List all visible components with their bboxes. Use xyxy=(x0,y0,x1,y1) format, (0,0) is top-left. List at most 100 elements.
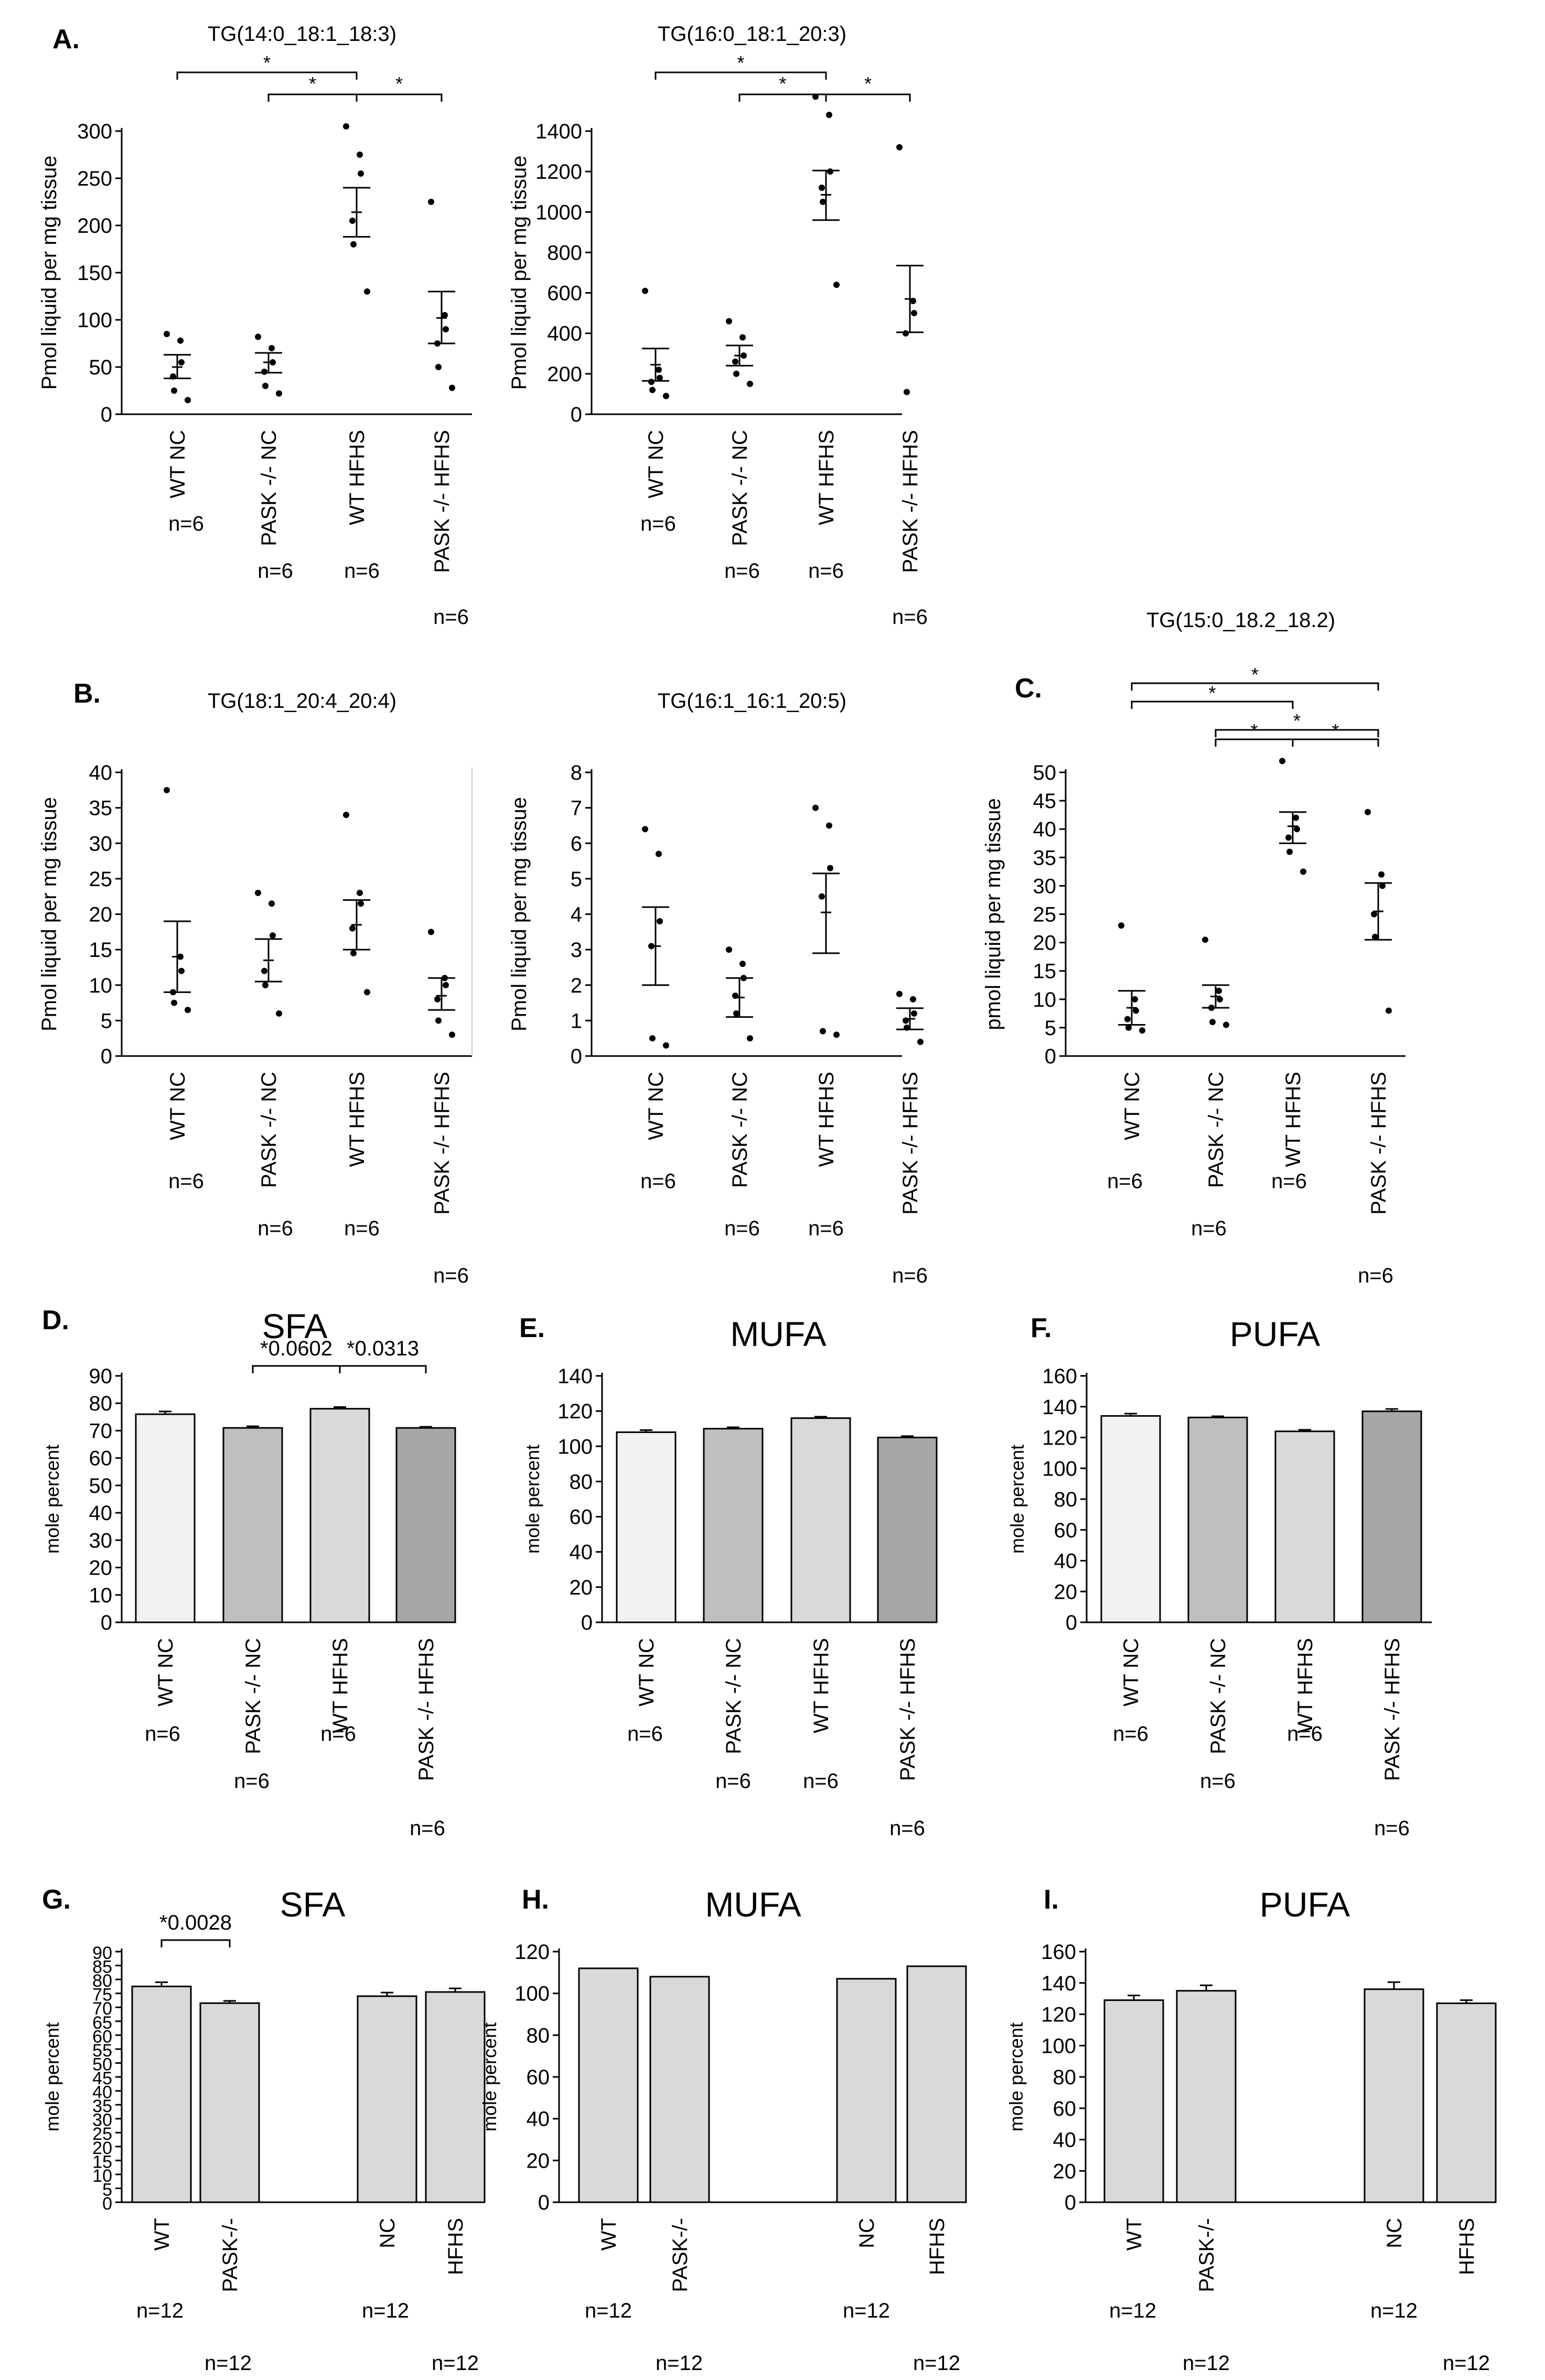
n-label: n=12 xyxy=(1183,2352,1230,2375)
y-axis-label: mole percent xyxy=(1005,2022,1027,2131)
data-point xyxy=(820,199,826,205)
data-point xyxy=(903,330,909,337)
x-category-label: WT HFHS xyxy=(346,430,369,525)
y-axis-label: Pmol liquid per mg tissue xyxy=(508,156,531,390)
n-label: n=6 xyxy=(1107,1170,1143,1193)
x-category-label: WT NC xyxy=(645,430,668,498)
x-category-label: PASK -/- HFHS xyxy=(1367,1072,1390,1215)
chart-title: TG(16:1_16:1_20:5) xyxy=(658,690,846,713)
panel-label: H. xyxy=(522,1884,549,1915)
data-point xyxy=(833,282,840,288)
bar xyxy=(309,1408,370,1623)
y-tick-label: 5 xyxy=(571,868,582,891)
y-tick-label: 20 xyxy=(92,2138,112,2158)
chart-panel-9: G. SFA 05101520253035404550556065707580859… xyxy=(41,1884,486,2375)
panel-label: B. xyxy=(73,679,101,709)
bar xyxy=(1176,1990,1237,2203)
x-category-label: WT xyxy=(151,2218,174,2250)
data-point xyxy=(1372,933,1378,940)
x-category-label: NC xyxy=(376,2218,399,2248)
bar xyxy=(578,1967,639,2203)
significance-bracket xyxy=(267,93,358,102)
chart-title: TG(18:1_20:4_20:4) xyxy=(208,690,396,713)
data-point xyxy=(1378,871,1385,878)
data-point xyxy=(910,996,916,1003)
n-label: n=6 xyxy=(1271,1170,1307,1193)
n-label: n=6 xyxy=(320,1722,356,1746)
n-label: n=12 xyxy=(362,2299,409,2322)
y-tick-label: 5 xyxy=(1045,1017,1056,1040)
data-point xyxy=(1124,1016,1131,1022)
chart-title: TG(15:0_18.2_18.2) xyxy=(1146,609,1335,632)
data-point xyxy=(171,999,177,1006)
data-point xyxy=(642,826,648,833)
data-point xyxy=(896,990,903,997)
n-label: n=6 xyxy=(724,1217,760,1240)
significance-label: * xyxy=(1250,720,1258,741)
data-point xyxy=(826,112,832,119)
significance-bracket xyxy=(825,93,911,102)
data-point xyxy=(276,1010,282,1017)
data-point xyxy=(343,812,349,819)
data-point xyxy=(1286,848,1293,855)
bar xyxy=(836,1978,897,2203)
chart-panel-5: C. TG(15:0_18.2_18.2) 0 5 10 15 20 25 30 35 40 45 50… xyxy=(982,609,1405,1287)
x-category-label: PASK -/- HFHS xyxy=(896,1638,919,1781)
data-point xyxy=(358,170,364,177)
n-label: n=12 xyxy=(843,2299,890,2322)
y-tick-label: 15 xyxy=(89,939,113,962)
y-tick-label: 160 xyxy=(1041,1941,1076,1964)
bar xyxy=(877,1437,938,1623)
bar xyxy=(135,1413,196,1623)
x-category-label: NC xyxy=(855,2218,878,2248)
n-label: n=6 xyxy=(892,606,928,629)
n-label: n=12 xyxy=(913,2352,960,2375)
bar xyxy=(1187,1416,1248,1623)
n-label: n=6 xyxy=(640,512,676,535)
data-point xyxy=(747,381,753,387)
n-label: n=12 xyxy=(1443,2352,1490,2375)
x-category-label: HFHS xyxy=(1455,2218,1478,2275)
chart-panel-3: B. TG(18:1_20:4_20:4) 0 5 10 15 20 25 30 35 40 Pmol… xyxy=(38,679,473,1287)
data-point xyxy=(1379,882,1386,889)
y-tick-label: 40 xyxy=(89,761,113,784)
x-category-label: PASK -/- NC xyxy=(258,430,281,546)
y-tick-label: 0 xyxy=(101,403,112,426)
y-tick-label: 20 xyxy=(1053,2160,1077,2183)
y-tick-label: 100 xyxy=(1042,1457,1077,1480)
significance-label: *0.0313 xyxy=(347,1337,419,1360)
data-point xyxy=(911,310,917,317)
data-point xyxy=(449,1031,455,1038)
data-point xyxy=(1371,911,1377,918)
significance-bracket xyxy=(176,71,358,80)
significance-label: * xyxy=(864,73,872,94)
y-tick-label: 30 xyxy=(1033,875,1057,898)
data-point xyxy=(1223,1021,1229,1028)
chart-panel-10: H. MUFA 0 20 40 60 80 100 120 mole percent WT n=12 P… xyxy=(479,1884,967,2375)
y-tick-label: 4 xyxy=(571,903,582,927)
n-label: n=6 xyxy=(234,1770,270,1793)
panel-label: F. xyxy=(1031,1313,1052,1343)
y-tick-label: 60 xyxy=(1054,1519,1078,1542)
n-label: n=6 xyxy=(344,1217,380,1240)
x-category-label: PASK -/- NC xyxy=(242,1638,265,1754)
y-tick-label: 60 xyxy=(92,2027,112,2047)
y-tick-label: 90 xyxy=(92,1943,112,1963)
x-category-label: PASK -/- NC xyxy=(728,430,752,546)
n-label: n=6 xyxy=(433,1264,469,1287)
y-tick-label: 100 xyxy=(1041,2034,1076,2058)
n-label: n=6 xyxy=(627,1722,663,1746)
data-point xyxy=(1279,758,1285,764)
x-category-label: WT HFHS xyxy=(815,1072,838,1167)
y-axis-label: Pmol liquid per mg tissue xyxy=(508,797,531,1031)
y-tick-label: 70 xyxy=(92,1999,112,2019)
y-tick-label: 250 xyxy=(77,167,112,190)
y-tick-label: 0 xyxy=(101,1045,112,1068)
data-point xyxy=(663,393,669,400)
n-label: n=12 xyxy=(1109,2299,1156,2322)
y-tick-label: 50 xyxy=(89,356,113,379)
chart-title: SFA xyxy=(262,1307,328,1345)
data-point xyxy=(164,331,170,337)
n-label: n=6 xyxy=(1358,1264,1393,1287)
y-tick-label: 55 xyxy=(92,2041,112,2061)
